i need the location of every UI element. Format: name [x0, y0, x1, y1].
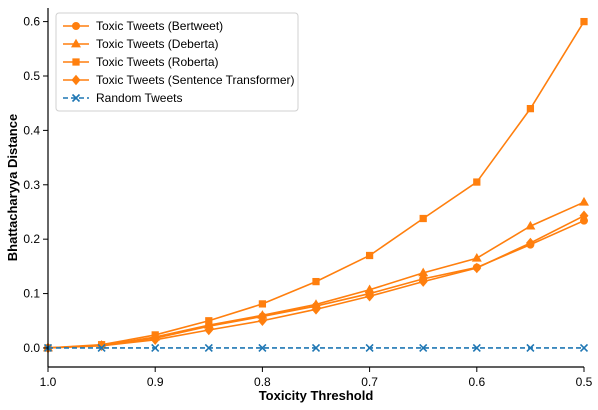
data-point	[364, 284, 375, 294]
x-axis-ticks: 1.0 0.9 0.8 0.7 0.6 0.5	[40, 367, 593, 389]
data-point	[150, 334, 160, 346]
data-point	[257, 310, 268, 319]
data-point	[472, 343, 481, 353]
data-point	[311, 304, 321, 315]
data-point	[419, 214, 427, 223]
legend-label: Random Tweets	[96, 91, 183, 105]
data-point	[526, 343, 535, 353]
data-point	[579, 210, 589, 222]
data-point	[204, 343, 213, 353]
data-point	[471, 252, 482, 262]
series-4	[43, 343, 589, 353]
data-point	[312, 277, 320, 286]
data-point	[311, 343, 321, 353]
data-point	[204, 324, 214, 336]
data-point	[97, 343, 106, 353]
y-tick-label: 0.3	[23, 178, 40, 192]
legend-marker	[71, 38, 81, 48]
legend-entry: Random Tweets	[63, 91, 183, 105]
series-1	[43, 196, 589, 352]
legend-label: Toxic Tweets (Bertweet)	[96, 19, 223, 33]
data-point	[473, 178, 481, 186]
x-tick-label: 0.5	[576, 375, 593, 389]
legend-box	[55, 12, 299, 112]
data-point	[205, 317, 213, 325]
data-point	[365, 251, 374, 260]
legend-marker	[72, 22, 80, 30]
legend-entry: Toxic Tweets (Roberta)	[63, 55, 219, 69]
x-tick-label: 0.9	[147, 375, 164, 389]
legend-marker	[71, 93, 81, 103]
data-point	[526, 105, 535, 113]
legend-label: Toxic Tweets (Roberta)	[96, 55, 219, 69]
data-point	[151, 343, 160, 353]
x-tick-label: 1.0	[40, 375, 57, 389]
data-point	[418, 276, 428, 287]
x-tick-label: 0.7	[361, 375, 378, 389]
legend-entry: Toxic Tweets (Sentence Transformer)	[63, 73, 295, 87]
data-point	[579, 343, 589, 353]
data-point	[419, 343, 428, 353]
data-point	[257, 315, 267, 327]
axes	[47, 8, 584, 368]
x-axis-label: Toxicity Threshold	[259, 388, 374, 403]
legend-marker	[71, 74, 81, 86]
legend-marker	[72, 58, 80, 66]
legend-label: Toxic Tweets (Sentence Transformer)	[96, 73, 295, 87]
data-point	[579, 196, 589, 206]
data-point	[365, 291, 375, 302]
legend-entry: Toxic Tweets (Deberta)	[63, 37, 219, 51]
x-tick-label: 0.8	[254, 375, 271, 389]
data-point	[580, 17, 588, 26]
y-tick-label: 0.6	[23, 15, 40, 29]
data-point	[258, 300, 267, 308]
data-point	[525, 237, 535, 249]
y-axis-label: Bhattacharyya Distance	[5, 114, 20, 261]
legend-label: Toxic Tweets (Deberta)	[96, 37, 219, 51]
legend: Toxic Tweets (Bertweet) Toxic Tweets (Deb…	[55, 12, 299, 112]
data-point	[365, 343, 374, 353]
y-tick-label: 0.2	[23, 232, 40, 246]
data-point	[311, 299, 321, 308]
data-point	[258, 343, 267, 353]
data-point	[418, 267, 429, 277]
data-point	[97, 340, 107, 352]
y-tick-label: 0.5	[23, 69, 40, 83]
y-tick-label: 0.1	[23, 287, 40, 301]
y-tick-label: 0.0	[23, 341, 40, 355]
plot-area	[43, 17, 589, 354]
y-axis-ticks: 0.0 0.1 0.2 0.3 0.4 0.5 0.6	[23, 15, 48, 355]
legend-entry: Toxic Tweets (Bertweet)	[63, 19, 223, 33]
y-tick-label: 0.4	[23, 123, 40, 137]
data-point	[525, 220, 536, 230]
x-tick-label: 0.6	[468, 375, 485, 389]
data-point	[472, 262, 482, 274]
series-line	[47, 201, 585, 349]
